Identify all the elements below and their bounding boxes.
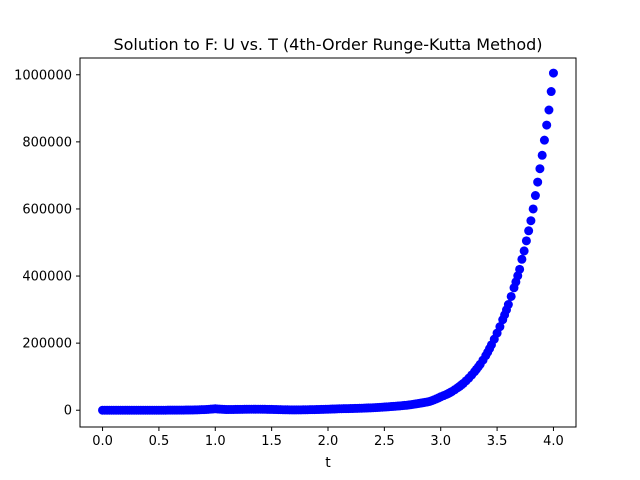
data-point bbox=[535, 164, 545, 174]
y-tick-label: 600000 bbox=[22, 202, 72, 217]
x-tick-label: 4.0 bbox=[543, 434, 564, 449]
data-point bbox=[548, 68, 558, 78]
data-point bbox=[537, 150, 547, 160]
data-point bbox=[526, 216, 536, 226]
x-tick-label: 1.0 bbox=[205, 434, 226, 449]
x-tick-label: 2.0 bbox=[318, 434, 339, 449]
data-point bbox=[533, 177, 543, 187]
plot-frame bbox=[79, 57, 577, 428]
data-point bbox=[506, 291, 516, 301]
axes: 0.0 0.5 1.0 1.5 2.0 2.5 3.0 3.5 4.0 0 200000 400000… bbox=[14, 57, 577, 449]
x-tick-label: 1.5 bbox=[261, 434, 282, 449]
y-tick-label: 200000 bbox=[22, 337, 72, 352]
chart-title: Solution to F: U vs. T (4th-Order Runge-… bbox=[113, 35, 542, 54]
data-point bbox=[495, 322, 505, 332]
y-tick-label: 800000 bbox=[22, 135, 72, 150]
x-tick-label: 3.0 bbox=[430, 434, 451, 449]
data-point bbox=[517, 254, 527, 264]
scatter-points bbox=[98, 68, 558, 415]
data-point bbox=[544, 105, 554, 115]
data-point bbox=[519, 246, 529, 256]
data-point bbox=[542, 120, 552, 130]
data-point bbox=[521, 236, 531, 246]
x-tick-label: 2.5 bbox=[374, 434, 395, 449]
data-point bbox=[528, 204, 538, 214]
x-tick-label: 0.0 bbox=[92, 434, 113, 449]
data-point bbox=[515, 264, 525, 274]
y-tick-label: 400000 bbox=[22, 270, 72, 285]
data-point bbox=[503, 300, 513, 310]
x-axis-label: t bbox=[325, 455, 331, 471]
x-tick-label: 0.5 bbox=[149, 434, 170, 449]
y-tick-label: 0 bbox=[64, 404, 72, 419]
data-point bbox=[530, 191, 540, 201]
y-tick-label: 1000000 bbox=[14, 68, 72, 83]
data-point bbox=[524, 226, 534, 236]
data-point bbox=[546, 87, 556, 97]
x-tick-label: 3.5 bbox=[487, 434, 508, 449]
data-point bbox=[539, 135, 549, 145]
